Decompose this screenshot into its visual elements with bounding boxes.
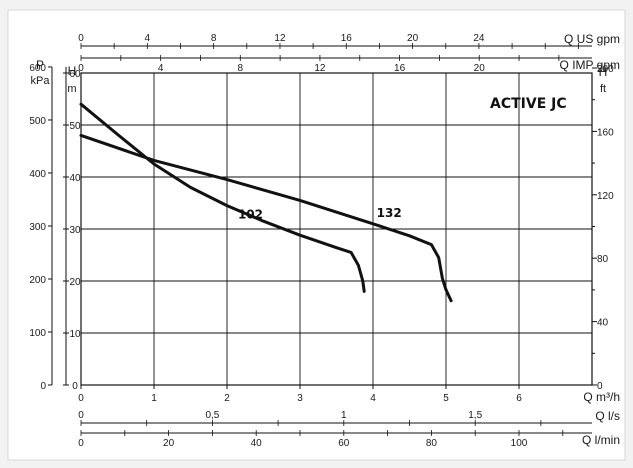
- left-axis-head-unit: m: [67, 83, 76, 95]
- m-tick-label: 30: [69, 225, 81, 236]
- secondary-axis-title: Q l/min: [582, 433, 620, 447]
- series-label-102: 102: [238, 208, 263, 222]
- left-axis-pressure-title: P: [36, 58, 44, 72]
- ft-tick-label: 160: [597, 127, 614, 138]
- kpa-tick-label: 400: [29, 169, 46, 180]
- secondary-axis-tick-label: 8: [238, 63, 244, 74]
- right-axis-head-unit: ft: [600, 83, 606, 95]
- secondary-axis-tick-label: 40: [251, 438, 263, 449]
- x-tick-label: 0: [78, 393, 84, 404]
- series-label-132: 132: [377, 206, 402, 220]
- secondary-axis-title: Q l/s: [595, 409, 620, 423]
- secondary-axis-tick-label: 20: [163, 438, 175, 449]
- kpa-tick-label: 300: [29, 222, 46, 233]
- x-tick-label: 3: [297, 393, 303, 404]
- labels-layer: 102 132: [238, 206, 402, 222]
- x-tick-label: 5: [443, 393, 449, 404]
- secondary-axis-title: Q IMP gpm: [560, 58, 620, 72]
- m-tick-label: 40: [69, 173, 81, 184]
- secondary-axis-tick-label: 0: [78, 33, 84, 44]
- secondary-axis-tick-label: 80: [426, 438, 438, 449]
- secondary-axis-title: Q US gpm: [564, 32, 620, 46]
- kpa-tick-label: 0: [40, 381, 46, 392]
- kpa-tick-label: 500: [29, 116, 46, 127]
- secondary-axis-tick-label: 0: [78, 438, 84, 449]
- secondary-axis-tick-label: 4: [145, 33, 151, 44]
- axes: 01002003004005006000102030405060PkPaHm04…: [29, 32, 620, 449]
- ft-tick-label: 0: [597, 381, 603, 392]
- left-axis-head-title: H: [68, 64, 77, 78]
- secondary-axis-tick-label: 16: [341, 33, 353, 44]
- secondary-axis-tick-label: 100: [511, 438, 528, 449]
- ft-tick-label: 80: [597, 254, 609, 265]
- kpa-tick-label: 200: [29, 275, 46, 286]
- secondary-axis-tick-label: 8: [211, 33, 217, 44]
- grid: [80, 72, 593, 386]
- kpa-tick-label: 100: [29, 328, 46, 339]
- secondary-axis-tick-label: 20: [407, 33, 419, 44]
- secondary-axis-tick-label: 16: [394, 63, 406, 74]
- m-tick-label: 20: [69, 277, 81, 288]
- secondary-axis-tick-label: 12: [314, 63, 326, 74]
- secondary-axis-tick-label: 0: [78, 63, 84, 74]
- x-tick-label: 2: [224, 393, 230, 404]
- left-axis-pressure-unit: kPa: [31, 75, 51, 87]
- ft-tick-label: 120: [597, 191, 614, 202]
- m-tick-label: 50: [69, 121, 81, 132]
- secondary-axis-tick-label: 1: [341, 410, 347, 421]
- secondary-axis-tick-label: 1,5: [468, 410, 482, 421]
- secondary-axis-tick-label: 0: [78, 410, 84, 421]
- chart-title: ACTIVE JC: [490, 96, 567, 112]
- series-line-132: [79, 133, 453, 303]
- chart-background: [7, 9, 626, 461]
- m-tick-label: 0: [72, 381, 78, 392]
- ft-tick-label: 200: [597, 64, 614, 75]
- secondary-axis-tick-label: 12: [274, 33, 286, 44]
- m-tick-label: 10: [69, 329, 81, 340]
- ft-tick-label: 40: [597, 318, 609, 329]
- right-axis-head-title: H: [599, 65, 608, 79]
- secondary-axis-tick-label: 4: [158, 63, 164, 74]
- x-tick-label: 6: [516, 393, 522, 404]
- kpa-tick-label: 600: [29, 63, 46, 74]
- series-layer: [79, 102, 453, 303]
- secondary-axis-tick-label: 60: [338, 438, 350, 449]
- x-axis-title: Q m³/h: [583, 390, 620, 404]
- secondary-axis-tick-label: 0,5: [205, 410, 219, 421]
- m-tick-label: 60: [69, 69, 81, 80]
- x-tick-label: 1: [151, 393, 157, 404]
- secondary-axis-tick-label: 20: [474, 63, 486, 74]
- x-tick-label: 4: [370, 393, 376, 404]
- secondary-axis-tick-label: 24: [473, 33, 485, 44]
